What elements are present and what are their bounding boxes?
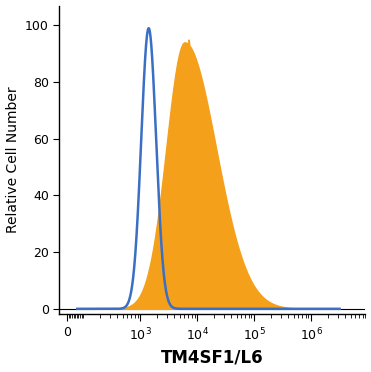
X-axis label: TM4SF1/L6: TM4SF1/L6 <box>161 349 264 366</box>
Y-axis label: Relative Cell Number: Relative Cell Number <box>6 87 20 233</box>
